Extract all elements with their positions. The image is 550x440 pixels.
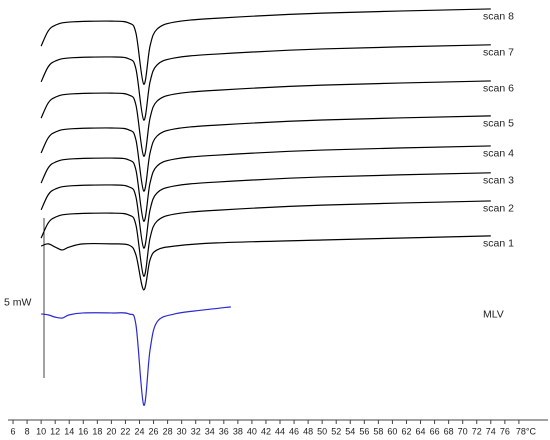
x-tick-label: 26 [149,426,159,436]
series-label: scan 7 [483,47,514,59]
x-tick-label: 18 [92,426,102,436]
x-tick-label: 46 [289,426,299,436]
series-label: scan 6 [483,83,514,95]
curve [41,306,231,406]
x-tick-label: 64 [416,426,426,436]
x-tick-label: 34 [205,426,215,436]
x-tick-label: 24 [134,426,144,436]
x-tick-label: 50 [317,426,327,436]
x-tick-label: 20 [106,426,116,436]
x-tick-label: 54 [345,426,355,436]
curve [40,172,491,249]
curve [40,80,491,157]
series-label: scan 1 [483,238,514,250]
x-tick-label: 70 [458,426,468,436]
curve [40,8,491,85]
x-tick-label: 38 [233,426,243,436]
x-tick-label: 66 [430,426,440,436]
x-tick-label: 8 [25,426,30,436]
x-tick-label: 28 [163,426,173,436]
curve [40,44,491,121]
x-tick-label: 48 [303,426,313,436]
x-tick-label: 30 [177,426,187,436]
curve [40,200,491,277]
x-tick-label: 68 [444,426,454,436]
series-label: scan 5 [483,118,514,130]
x-tick-label: 74 [486,426,496,436]
x-tick-label: 12 [50,426,60,436]
series-label: scan 4 [483,148,514,160]
x-tick-label: 78°C [516,426,537,436]
x-tick-label: 58 [373,426,383,436]
x-tick-label: 22 [120,426,130,436]
x-tick-label: 62 [401,426,411,436]
x-tick-label: 6 [11,426,16,436]
x-tick-label: 36 [219,426,229,436]
x-tick-label: 56 [359,426,369,436]
series-label: MLV [483,309,504,321]
x-tick-label: 42 [261,426,271,436]
scale-bar-label: 5 mW [4,297,32,309]
series-label: scan 3 [483,175,514,187]
x-tick-label: 10 [36,426,46,436]
x-tick-label: 72 [472,426,482,436]
x-tick-label: 40 [247,426,257,436]
x-tick-label: 52 [331,426,341,436]
series-label: scan 2 [483,203,514,215]
curve [40,145,491,222]
series-label: scan 8 [483,11,514,23]
x-tick-label: 44 [275,426,285,436]
x-tick-label: 76 [500,426,510,436]
curve [40,235,491,291]
x-tick-label: 60 [387,426,397,436]
x-tick-label: 14 [64,426,74,436]
x-tick-label: 16 [78,426,88,436]
curve [40,115,491,192]
x-tick-label: 32 [191,426,201,436]
